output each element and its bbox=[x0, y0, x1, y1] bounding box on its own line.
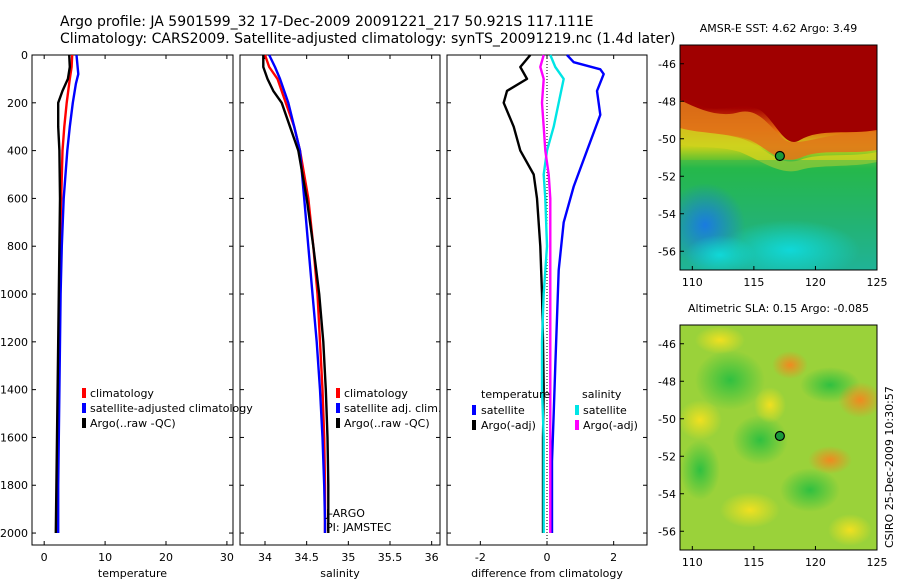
sla_map-y-tick-label: -46 bbox=[658, 338, 676, 351]
difference-axes-frame bbox=[446, 54, 648, 546]
temperature-x-axis-label: temperature bbox=[98, 567, 167, 580]
difference-series-salinity-argo-adj- bbox=[539, 54, 552, 533]
salinity-x-axis-label: salinity bbox=[320, 567, 360, 580]
sla_map-x-tick-label: 110 bbox=[682, 556, 703, 569]
salinity-x-tick-label: 35.5 bbox=[378, 551, 403, 564]
temperature-legend-entry: climatology bbox=[90, 387, 154, 400]
difference-x-tick-label: -2 bbox=[475, 551, 486, 564]
sst_map-x-tick-label: 110 bbox=[682, 276, 703, 289]
sst_map-x-tick-label: 125 bbox=[867, 276, 888, 289]
sst_map-y-tick-label: -48 bbox=[658, 95, 676, 108]
sla_map-y-tick-label: -50 bbox=[658, 413, 676, 426]
y-tick-label: 1000 bbox=[0, 288, 28, 301]
sla_map-title: Altimetric SLA: 0.15 Argo: -0.085 bbox=[688, 302, 869, 315]
salinity-legend-entry: satellite adj. clim. bbox=[344, 402, 441, 415]
sst_map-axes-frame bbox=[679, 44, 878, 271]
difference-legend-salinity-entry: satellite bbox=[583, 404, 627, 417]
y-tick-label: 400 bbox=[7, 145, 28, 158]
y-tick-label: 2000 bbox=[0, 527, 28, 540]
sst_map-y-tick-label: -54 bbox=[658, 208, 676, 221]
sla_map-y-tick-label: -56 bbox=[658, 525, 676, 538]
difference-legend-temperature-title: temperature bbox=[481, 388, 550, 401]
difference-x-axis-label: difference from climatology bbox=[471, 567, 623, 580]
difference-series-temperature-satellite bbox=[550, 54, 605, 533]
sla_map-argo-position-marker bbox=[774, 430, 785, 442]
sla_map-y-tick-label: -48 bbox=[658, 375, 676, 388]
salinity-legend-swatch bbox=[336, 388, 340, 398]
sst_map-title: AMSR-E SST: 4.62 Argo: 3.49 bbox=[700, 22, 858, 35]
side-timestamp-label: CSIRO 25-Dec-2009 10:30:57 bbox=[883, 386, 896, 548]
difference-legend-temperature-entry: satellite bbox=[481, 404, 525, 417]
temperature-legend-entry: Argo(..raw -QC) bbox=[90, 417, 176, 430]
difference-series-temperature-argo-adj- bbox=[502, 54, 545, 533]
y-tick-label: 600 bbox=[7, 192, 28, 205]
sst_map-y-tick-label: -56 bbox=[658, 245, 676, 258]
temperature-legend-entry: satellite-adjusted climatology bbox=[90, 402, 253, 415]
sla_map-x-tick-label: 125 bbox=[867, 556, 888, 569]
y-tick-label: 1400 bbox=[0, 384, 28, 397]
difference-legend-swatch bbox=[472, 420, 476, 430]
float-annotation: PI: JAMSTEC bbox=[326, 521, 392, 534]
y-tick-label: 200 bbox=[7, 97, 28, 110]
salinity-x-tick-label: 36 bbox=[425, 551, 439, 564]
y-tick-label: 800 bbox=[7, 240, 28, 253]
temperature-series-satellite-adjusted-climatology bbox=[57, 54, 80, 533]
figure-title-line1: Argo profile: JA 5901599_32 17-Dec-2009 … bbox=[60, 14, 593, 30]
salinity-axes-frame bbox=[239, 54, 441, 546]
difference-legend-salinity-title: salinity bbox=[582, 388, 622, 401]
y-tick-label: 1200 bbox=[0, 336, 28, 349]
salinity-series-satellite-adj-clim- bbox=[268, 54, 327, 533]
y-tick-label: 1600 bbox=[0, 431, 28, 444]
salinity-legend-entry: climatology bbox=[344, 387, 408, 400]
sla_map-x-tick-label: 115 bbox=[743, 556, 764, 569]
salinity-legend-entry: Argo(..raw -QC) bbox=[344, 417, 430, 430]
salinity-series-argo-raw-qc- bbox=[262, 55, 330, 533]
sla_map-axes-frame bbox=[679, 324, 878, 551]
temperature-legend-swatch bbox=[82, 418, 86, 428]
temperature-series-argo-raw-qc- bbox=[54, 54, 72, 534]
temperature-x-tick-label: 0 bbox=[41, 551, 48, 564]
difference-legend-swatch bbox=[575, 405, 579, 415]
sst_map-y-tick-label: -52 bbox=[658, 170, 676, 183]
temperature-x-tick-label: 10 bbox=[98, 551, 112, 564]
sst_map-x-tick-label: 115 bbox=[743, 276, 764, 289]
sla_map-y-tick-label: -52 bbox=[658, 450, 676, 463]
sst_map-argo-position-marker bbox=[774, 150, 785, 162]
salinity-legend-swatch bbox=[336, 418, 340, 428]
difference-x-tick-label: 0 bbox=[544, 551, 551, 564]
difference-legend-temperature-entry: Argo(-adj) bbox=[481, 419, 536, 432]
temperature-legend-swatch bbox=[82, 403, 86, 413]
float-annotation: J-ARGO bbox=[325, 507, 365, 520]
salinity-legend-swatch bbox=[336, 403, 340, 413]
sst_map-y-tick-label: -50 bbox=[658, 133, 676, 146]
salinity-x-tick-label: 34.5 bbox=[294, 551, 319, 564]
difference-legend-swatch bbox=[575, 420, 579, 430]
temperature-axes-frame bbox=[31, 54, 234, 546]
salinity-x-tick-label: 35 bbox=[341, 551, 355, 564]
difference-legend-swatch bbox=[472, 405, 476, 415]
difference-legend-salinity-entry: Argo(-adj) bbox=[583, 419, 638, 432]
y-tick-label: 0 bbox=[21, 49, 28, 62]
y-tick-label: 1800 bbox=[0, 479, 28, 492]
figure-title-line2: Climatology: CARS2009. Satellite-adjuste… bbox=[60, 31, 675, 47]
difference-series-salinity-satellite bbox=[540, 54, 565, 533]
difference-x-tick-label: 2 bbox=[610, 551, 617, 564]
sla_map-y-tick-label: -54 bbox=[658, 488, 676, 501]
sla-map-raster bbox=[680, 325, 877, 550]
sst_map-x-tick-label: 120 bbox=[805, 276, 826, 289]
temperature-legend-swatch bbox=[82, 388, 86, 398]
sst-map-raster bbox=[680, 45, 877, 270]
temperature-x-tick-label: 20 bbox=[159, 551, 173, 564]
sst_map-y-tick-label: -46 bbox=[658, 58, 676, 71]
salinity-x-tick-label: 34 bbox=[258, 551, 272, 564]
sla_map-x-tick-label: 120 bbox=[805, 556, 826, 569]
temperature-x-tick-label: 30 bbox=[220, 551, 234, 564]
